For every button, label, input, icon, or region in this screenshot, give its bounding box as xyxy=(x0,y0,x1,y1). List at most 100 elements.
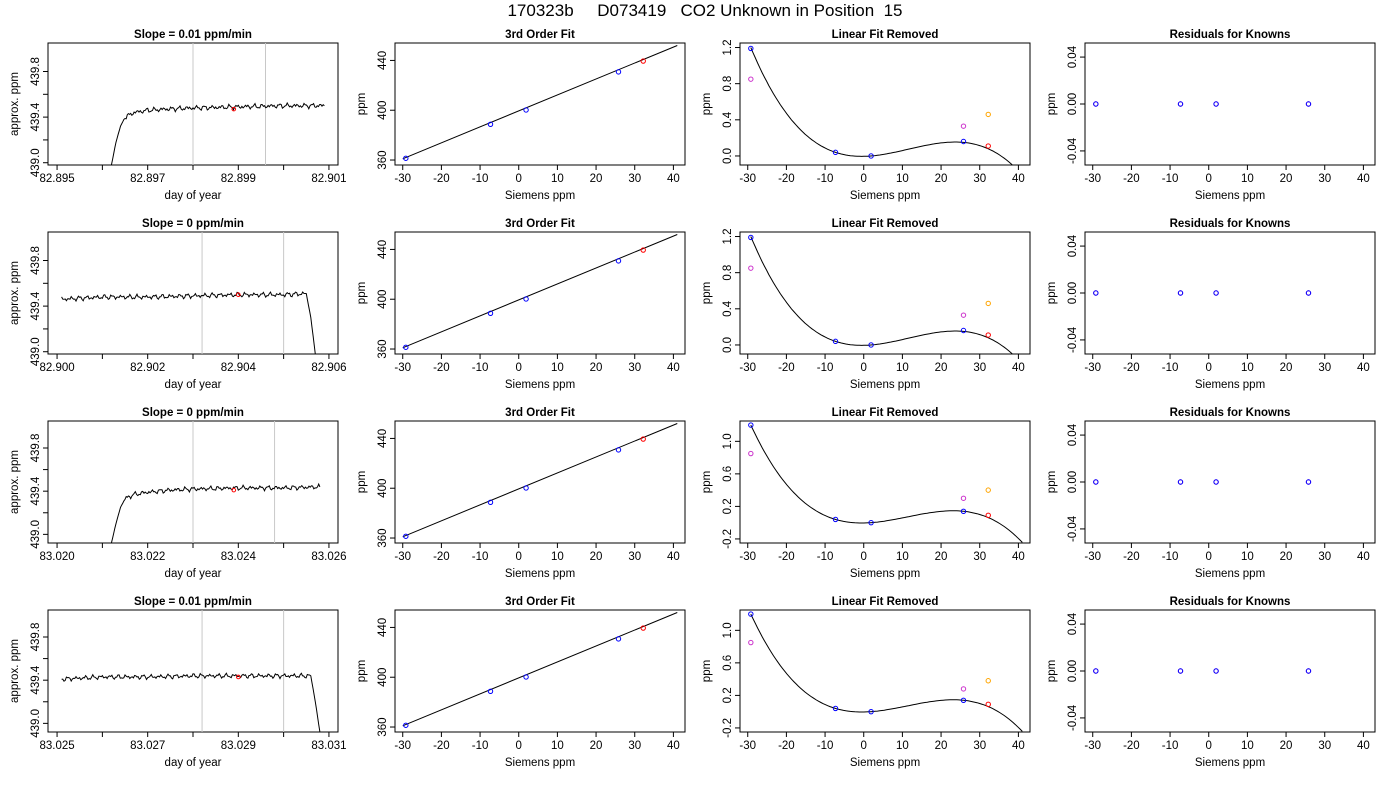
known-standard-point xyxy=(868,342,874,348)
known-standard-point xyxy=(748,45,754,52)
reference-point xyxy=(748,76,754,82)
x-tick-label: 0 xyxy=(516,362,522,374)
x-tick-label: 83.027 xyxy=(130,740,165,752)
panel-title: Residuals for Knowns xyxy=(1170,218,1291,230)
unknown-point xyxy=(640,247,646,253)
known-standard-point xyxy=(1213,479,1219,485)
x-axis-label: day of year xyxy=(165,379,222,391)
x-tick-label: 10 xyxy=(551,551,564,563)
x-axis-label: Siemens ppm xyxy=(850,379,920,391)
y-tick-label: 1.0 xyxy=(722,433,734,449)
panel-title: Residuals for Knowns xyxy=(1170,29,1291,41)
x-tick-label: -30 xyxy=(394,740,411,752)
x-tick-label: 0 xyxy=(1206,362,1212,374)
x-tick-label: -30 xyxy=(739,362,756,374)
plot-frame xyxy=(739,42,1031,166)
y-tick-label: -0.2 xyxy=(722,529,734,549)
x-axis-label: Siemens ppm xyxy=(505,757,575,769)
x-tick-label: 30 xyxy=(973,173,986,185)
x-tick-label: -10 xyxy=(472,551,489,563)
panel-2-3: 3rd Order Fit -30 -20 -10 0 10 20 30 40 360 400 440… xyxy=(356,407,686,580)
x-tick-label: 10 xyxy=(896,740,909,752)
x-tick-label: -10 xyxy=(1162,362,1179,374)
known-standard-point xyxy=(1305,668,1312,674)
x-tick-label: -20 xyxy=(1123,362,1140,374)
panel-1-1: Slope = 0.01 ppm/min 82.895 82.897 82.899 82… xyxy=(9,29,347,202)
x-tick-label: 82.902 xyxy=(130,362,165,374)
panel-title: Linear Fit Removed xyxy=(832,407,939,419)
plot-frame xyxy=(1084,42,1376,166)
x-tick-label: -20 xyxy=(433,362,450,374)
x-axis-label: Siemens ppm xyxy=(1195,379,1265,391)
y-axis-label: ppm xyxy=(356,93,368,115)
known-standard-point xyxy=(523,674,529,680)
known-standard-point xyxy=(615,258,622,264)
unknown-alt-point xyxy=(985,300,991,307)
x-tick-label: 10 xyxy=(1241,740,1254,752)
known-standard-point xyxy=(1213,668,1219,674)
x-tick-label: 30 xyxy=(628,551,641,563)
y-tick-label: 439.0 xyxy=(30,337,42,366)
y-tick-label: 360 xyxy=(377,150,389,169)
y-axis-label: ppm xyxy=(356,660,368,682)
x-tick-label: 0 xyxy=(861,740,867,752)
x-axis-label: Siemens ppm xyxy=(1195,568,1265,580)
y-tick-label: 440 xyxy=(377,51,389,70)
plot-frame xyxy=(394,609,686,733)
known-standard-point xyxy=(487,688,494,694)
x-tick-label: 10 xyxy=(1241,173,1254,185)
y-tick-label: 439.4 xyxy=(30,665,42,694)
y-tick-label: 1.2 xyxy=(722,40,734,56)
plot-frame xyxy=(739,609,1031,733)
reference-point xyxy=(960,495,967,501)
y-tick-label: 439.4 xyxy=(30,476,42,505)
x-axis-label: Siemens ppm xyxy=(850,757,920,769)
panel-title: 3rd Order Fit xyxy=(505,407,575,419)
x-tick-label: 30 xyxy=(628,362,641,374)
unknown-alt-point xyxy=(985,111,991,118)
x-tick-label: 40 xyxy=(667,551,680,563)
known-standard-point xyxy=(1093,101,1099,107)
known-standard-point xyxy=(960,327,967,334)
x-tick-label: 40 xyxy=(1357,173,1370,185)
x-tick-label: 10 xyxy=(551,740,564,752)
x-tick-label: 83.024 xyxy=(221,551,257,563)
known-standard-point xyxy=(832,705,839,712)
y-tick-label: 0.00 xyxy=(1067,660,1079,682)
y-tick-label: 439.8 xyxy=(30,623,42,652)
known-standard-point xyxy=(615,69,622,75)
x-axis-label: Siemens ppm xyxy=(1195,757,1265,769)
panel-3-2: Linear Fit Removed -30 -20 -10 0 10 20 30 40 0.0 0… xyxy=(701,218,1031,391)
x-tick-label: 20 xyxy=(1280,551,1293,563)
panel-3-3: Linear Fit Removed -30 -20 -10 0 10 20 30 40 -0.2… xyxy=(701,407,1031,580)
x-tick-label: 83.026 xyxy=(311,551,346,563)
x-tick-label: 20 xyxy=(935,362,948,374)
unknown-alt-point xyxy=(985,678,991,684)
unknown-point xyxy=(985,332,991,338)
x-axis-label: Siemens ppm xyxy=(505,568,575,580)
x-axis-label: day of year xyxy=(165,757,222,769)
plot-frame xyxy=(394,231,686,355)
x-tick-label: -10 xyxy=(1162,740,1179,752)
x-tick-label: 10 xyxy=(896,173,909,185)
known-standard-point xyxy=(1177,290,1184,296)
fit-line xyxy=(402,234,678,349)
x-axis-label: day of year xyxy=(165,568,222,580)
panel-title: Residuals for Knowns xyxy=(1170,596,1291,608)
y-tick-label: 440 xyxy=(377,429,389,448)
x-tick-label: 20 xyxy=(590,740,603,752)
y-tick-label: 0.0 xyxy=(722,337,734,353)
x-tick-label: -30 xyxy=(394,551,411,563)
x-tick-label: 82.901 xyxy=(311,173,346,185)
x-tick-label: -10 xyxy=(1162,551,1179,563)
x-tick-label: 83.031 xyxy=(311,740,346,752)
ppm-trace xyxy=(110,101,325,165)
unknown-point xyxy=(640,436,646,442)
x-tick-label: 10 xyxy=(551,362,564,374)
panel-4-2: Residuals for Knowns -30 -20 -10 0 10 20 30 40 -0… xyxy=(1046,218,1376,391)
panel-title: 3rd Order Fit xyxy=(505,596,575,608)
y-tick-label: 439.4 xyxy=(30,291,42,320)
x-axis-label: Siemens ppm xyxy=(850,568,920,580)
x-tick-label: -10 xyxy=(817,551,834,563)
panel-2-1: 3rd Order Fit -30 -20 -10 0 10 20 30 40 360 400 440… xyxy=(356,29,686,202)
